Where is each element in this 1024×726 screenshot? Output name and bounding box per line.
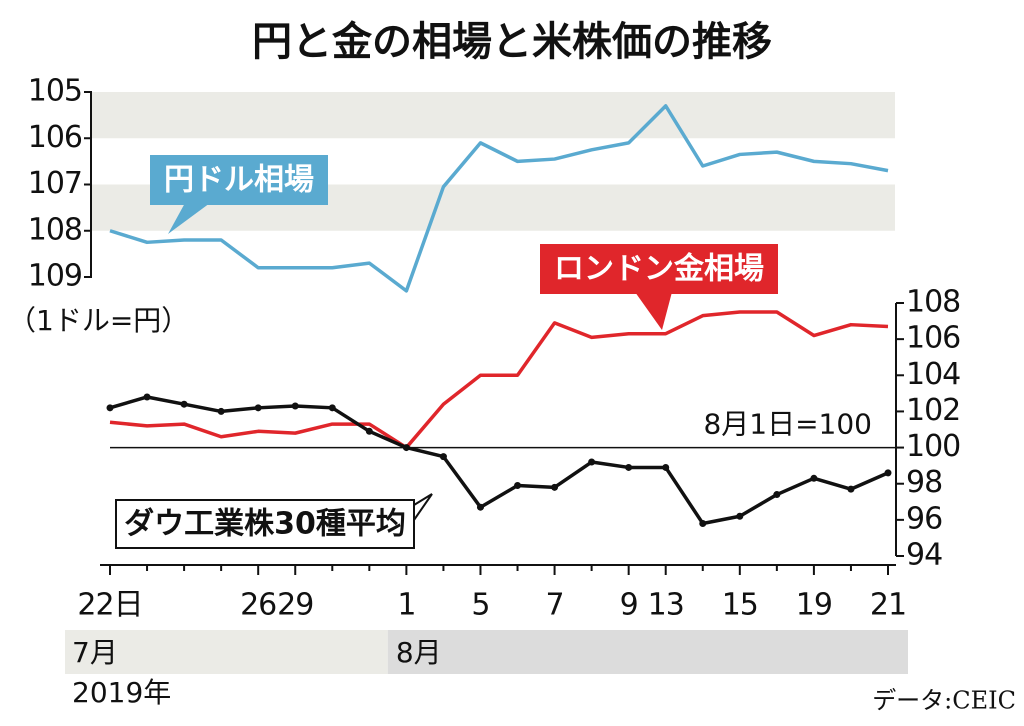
y2-tick-label: 108 [906,285,960,320]
line [109,104,889,293]
y-tick-label: 105 [28,74,82,109]
y2-tick-label: 102 [906,393,960,428]
callout-pointer [635,292,672,330]
marker [847,485,855,493]
y-tick-label: 109 [28,259,82,294]
marker [810,474,818,482]
callout-pointer [413,493,433,524]
y-tick-label: 107 [28,166,82,201]
marker [662,463,670,471]
marker [699,519,707,527]
x-tick-label: 5 [471,588,489,623]
x-tick-label: 9 [620,588,638,623]
y2-tick-label: 94 [906,538,942,573]
year-label: 2019年 [72,676,171,709]
y2-tick-label: 100 [906,429,960,464]
legend-label: ダウ工業株30種平均 [124,507,406,542]
marker [217,407,225,415]
grid-band [90,92,895,139]
month-band [65,630,388,674]
legend-label: ロンドン金相場 [554,252,764,287]
source: データ:CEIC [872,687,1016,715]
marker [439,453,447,461]
callout-pointer [168,203,210,234]
x-tick-label: 15 [722,588,758,623]
marker [106,404,114,412]
y2-tick-label: 96 [906,501,942,536]
y2-tick-label: 104 [906,357,960,392]
y2-tick-label: 106 [906,321,960,356]
y2-tick-label: 98 [906,465,942,500]
marker [625,463,633,471]
y-tick-label: 106 [28,120,82,155]
marker [773,491,781,499]
marker [514,482,522,490]
legend-label: 円ドル相場 [164,163,314,198]
marker [180,400,188,408]
legend-box [540,244,778,294]
reference-label: 8月1日=100 [703,408,872,441]
marker [328,404,336,412]
x-tick-label: 13 [648,588,684,623]
x-tick-label: 1 [397,588,415,623]
line [109,310,889,450]
marker [254,404,262,412]
marker [476,503,484,511]
marker [143,393,151,401]
x-tick-label: 21 [870,588,906,623]
legend-box [115,499,415,549]
x-tick-label: 19 [796,588,832,623]
y-axis-label: （1ドル=円） [8,304,189,337]
marker [884,469,892,477]
legend-box [150,155,328,205]
y-tick-label: 108 [28,212,82,247]
x-tick-label: 7 [546,588,564,623]
month-label: 7月 [72,636,118,669]
marker [291,402,299,410]
x-tick-label: 22日 [77,588,142,623]
x-tick-label: 26 [240,588,276,623]
x-tick-label: 29 [277,588,313,623]
month-band [387,630,908,674]
marker [551,483,559,491]
marker [736,512,744,520]
line [109,395,889,526]
marker [402,444,410,452]
marker [588,458,596,466]
marker [365,427,373,435]
chart-title: 円と金の相場と米株価の推移 [252,19,772,65]
month-label: 8月 [396,636,442,669]
